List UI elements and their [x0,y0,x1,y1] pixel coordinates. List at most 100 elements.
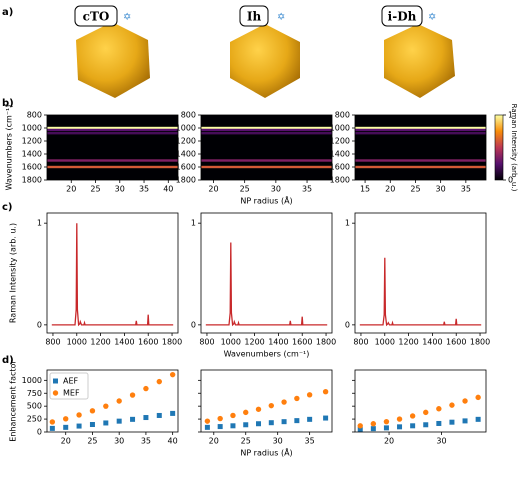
axes-frame [200,114,333,181]
point [268,402,274,409]
legend-marker [53,378,58,384]
x-tick-label: 20 [209,437,219,446]
colorbar-tick-label: 1 [508,111,513,120]
point [204,424,210,430]
x-tick-label: 1400 [422,338,442,347]
chart: 15 20 25 30 35 800 1000 1200 1400 1600 1800 0 1Raman… [330,104,518,194]
point [397,424,403,430]
y-axis-label: Enhancement factor [9,360,18,442]
y-tick-label: 1800 [176,176,196,185]
y-axis-label: Raman Intensity (arb. u.) [9,223,18,323]
heatmap-band [47,128,178,132]
particle-image [384,24,455,98]
x-tick-label: 30 [271,185,281,194]
legend-label: MEF [63,389,80,398]
x-tick-label: 25 [87,437,97,446]
x-tick-label: 1800 [162,338,182,347]
axes-frame [200,369,333,433]
y-tick-label: 0 [37,428,42,437]
x-tick-label: 25 [410,185,420,194]
point [243,422,249,428]
heatmap-band [201,159,332,162]
y-tick-label: 500 [27,402,42,411]
x-tick-label: 40 [163,185,173,194]
point [116,418,122,424]
point [410,423,416,429]
heatmap-band [201,126,332,130]
legend-box [49,372,89,400]
point [281,419,287,425]
x-tick-label: 20 [66,185,76,194]
label-box [74,5,118,27]
point [307,416,313,422]
point [323,415,329,421]
point [306,392,313,398]
particle-image [230,24,300,98]
point [169,371,176,378]
point [156,412,162,418]
heatmap-background [47,115,178,180]
chart: AEF MEF 20 25 30 35 40 0 250 500 750 1000 Enhancemen… [9,360,179,446]
point [322,389,329,395]
axes-frame [354,212,487,334]
x-tick-label: 1600 [446,338,466,347]
axes-frame [46,369,179,433]
particle-label: cTO [83,10,110,24]
colorbar-tick-label: 0 [508,176,513,185]
x-tick-label: 30 [273,437,283,446]
y-tick-label: 1600 [176,163,196,172]
point [63,424,69,430]
point [383,418,390,425]
y-tick-label: 1400 [22,150,42,159]
x-axis-label: NP radius (Å) [240,447,292,458]
x-tick-label: 800 [199,338,214,347]
panel-label: c) [2,202,13,213]
point [268,420,274,426]
panel-label: a) [2,7,13,18]
x-tick-label: 35 [302,185,312,194]
point [170,410,176,416]
x-axis-label: Wavenumbers (cm⁻¹) [224,350,310,359]
x-tick-label: 800 [45,338,60,347]
axes-frame [46,114,179,181]
point [49,425,55,431]
point [357,426,363,432]
point [370,426,376,432]
heatmap-band [355,128,486,132]
label-box [381,5,423,27]
axes-frame [354,114,487,181]
x-tick-label: 35 [461,185,471,194]
x-tick-label: 15 [360,185,370,194]
x-tick-label: 35 [139,185,149,194]
colorbar-label: Raman Intensity (arb. u.) [510,104,518,192]
legend-marker [52,390,59,396]
point [449,402,455,408]
x-tick-label: 25 [90,185,100,194]
x-tick-label: 25 [240,185,250,194]
point [436,406,442,412]
chart: 20 25 30 35 NP radius (Å) [198,369,333,458]
y-tick-label: 1 [191,219,196,228]
point [294,418,300,424]
x-tick-label: 20 [61,437,71,446]
point [423,409,429,416]
heatmap-band [201,165,332,169]
x-axis-label: NP radius (Å) [240,195,292,206]
x-tick-label: 800 [353,338,368,347]
point [396,416,403,422]
y-tick-label: 1200 [176,137,196,146]
y-axis-label: Wavenumbers (cm⁻¹) [5,105,14,191]
point [103,420,109,426]
point [76,412,82,418]
label-box [239,5,269,27]
heatmap-band [47,126,178,130]
particle-renders: cTO Ih i-Dh ✡ ✡ ✡ [74,5,455,98]
point [475,394,481,401]
x-tick-label: 30 [115,185,125,194]
y-tick-label: 0 [191,320,196,329]
y-tick-label: 250 [27,415,42,424]
x-tick-label: 1000 [67,338,87,347]
x-tick-label: 1600 [292,338,312,347]
y-tick-label: 1600 [330,163,350,172]
point [130,416,136,422]
